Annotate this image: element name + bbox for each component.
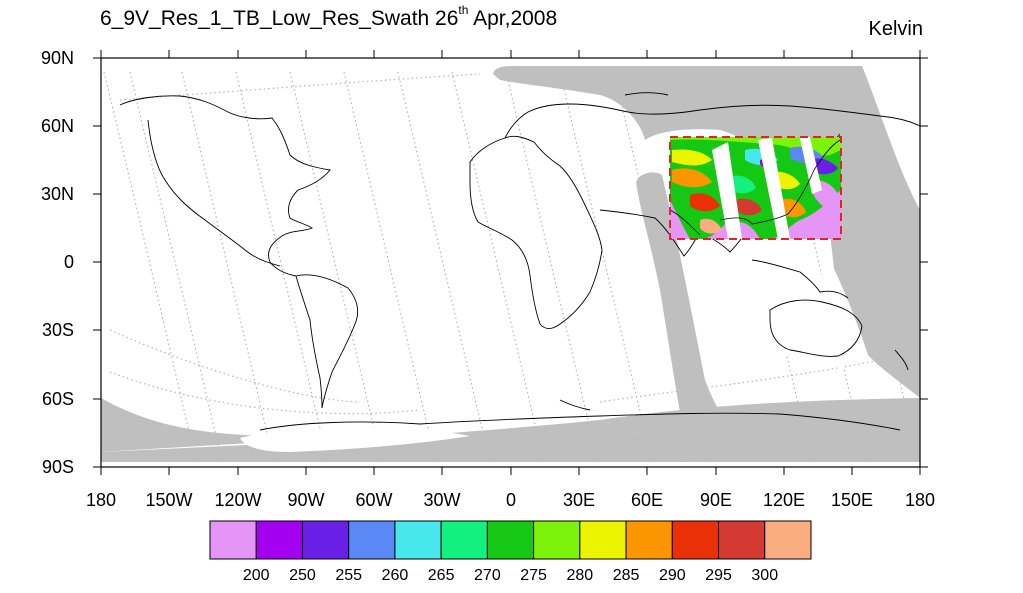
colorbar-label: 200 bbox=[242, 567, 270, 584]
colorbar-swatch bbox=[579, 520, 627, 560]
lat-label: 30N bbox=[40, 184, 74, 204]
brightness-temperature-field bbox=[670, 137, 841, 239]
colorbar-label: 285 bbox=[612, 567, 640, 584]
axis-ticks bbox=[93, 50, 928, 475]
colorbar-label: 265 bbox=[427, 567, 455, 584]
colorbar-swatch bbox=[301, 520, 350, 560]
colorbar-label: 280 bbox=[566, 567, 594, 584]
lon-label: 60W bbox=[355, 490, 393, 510]
lon-label: 150E bbox=[830, 490, 874, 510]
colorbar-swatch bbox=[394, 520, 442, 560]
colorbar-label: 255 bbox=[335, 567, 363, 584]
lon-label: 180 bbox=[904, 490, 936, 510]
lon-label: 150W bbox=[145, 490, 193, 510]
lat-label: 60S bbox=[41, 389, 74, 409]
lat-label: 0 bbox=[63, 252, 74, 272]
lat-label: 90S bbox=[41, 457, 74, 477]
colorbar-label: 295 bbox=[705, 567, 732, 584]
lat-label: 90N bbox=[40, 48, 74, 68]
lon-label: 30W bbox=[423, 490, 461, 510]
colorbar bbox=[209, 520, 812, 560]
lat-label: 30S bbox=[41, 320, 74, 340]
colorbar-swatch bbox=[209, 520, 257, 560]
colorbar-label: 275 bbox=[520, 567, 547, 584]
colorbar-swatch bbox=[533, 520, 581, 560]
lon-label: 120W bbox=[214, 490, 262, 510]
colorbar-label: 270 bbox=[474, 567, 501, 584]
lon-label: 180 bbox=[85, 490, 117, 510]
colorbar-swatch bbox=[764, 520, 812, 560]
colorbar-label: 260 bbox=[381, 567, 409, 584]
region-box bbox=[669, 136, 842, 240]
colorbar-swatch bbox=[625, 520, 673, 560]
lon-label: 30E bbox=[562, 490, 596, 510]
lat-label: 60N bbox=[40, 116, 74, 136]
colorbar-swatch bbox=[671, 520, 720, 560]
colorbar-swatch bbox=[348, 520, 396, 560]
colorbar-swatch bbox=[440, 520, 488, 560]
colorbar-swatch bbox=[255, 520, 303, 560]
units-label: Kelvin bbox=[868, 18, 923, 40]
lon-label: 60E bbox=[630, 490, 664, 510]
colorbar-label: 300 bbox=[751, 567, 779, 584]
lon-label: 0 bbox=[505, 490, 516, 510]
lon-label: 90W bbox=[287, 490, 325, 510]
lon-label: 120E bbox=[762, 490, 806, 510]
colorbar-label: 290 bbox=[658, 567, 686, 584]
map-title: 6_9V_Res_1_TB_Low_Res_Swath 26th Apr,200… bbox=[100, 3, 558, 30]
lon-label: 90E bbox=[699, 490, 733, 510]
colorbar-label: 250 bbox=[289, 567, 316, 584]
colorbar-swatch bbox=[486, 520, 535, 560]
colorbar-swatch bbox=[718, 520, 766, 560]
